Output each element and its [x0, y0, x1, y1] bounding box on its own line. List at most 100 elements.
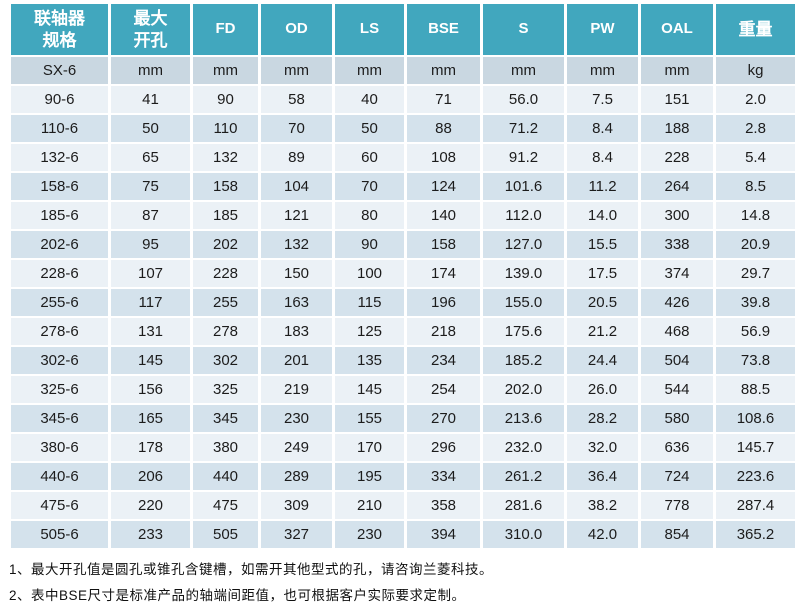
data-cell: 220	[111, 492, 190, 519]
data-cell: 255	[193, 289, 258, 316]
data-cell: 21.2	[567, 318, 638, 345]
data-cell: 281.6	[483, 492, 564, 519]
data-cell: 104	[261, 173, 332, 200]
data-cell: 71	[407, 86, 480, 113]
data-cell: 80	[335, 202, 404, 229]
data-cell: 70	[261, 115, 332, 142]
data-cell: 145	[335, 376, 404, 403]
data-cell: 88.5	[716, 376, 795, 403]
column-header-od: OD	[261, 4, 332, 55]
unit-cell: mm	[193, 57, 258, 84]
column-header-fd: FD	[193, 4, 258, 55]
data-cell: 300	[641, 202, 713, 229]
column-header-line: OAL	[661, 20, 693, 38]
data-cell: 158	[407, 231, 480, 258]
data-cell: 636	[641, 434, 713, 461]
table-row: 228-6 107 228 150 100 174 139.0 17.5 374 29.7	[11, 260, 795, 287]
column-header-bse: BSE	[407, 4, 480, 55]
data-cell: 325	[193, 376, 258, 403]
data-cell: 8.4	[567, 144, 638, 171]
data-cell: 107	[111, 260, 190, 287]
data-cell: 261.2	[483, 463, 564, 490]
unit-cell: kg	[716, 57, 795, 84]
data-cell: 475-6	[11, 492, 108, 519]
column-header-line: BSE	[428, 20, 459, 38]
data-cell: 14.0	[567, 202, 638, 229]
data-cell: 218	[407, 318, 480, 345]
data-cell: 71.2	[483, 115, 564, 142]
data-cell: 65	[111, 144, 190, 171]
column-header-oal: OAL	[641, 4, 713, 55]
data-cell: 345-6	[11, 405, 108, 432]
unit-cell: mm	[483, 57, 564, 84]
data-cell: 475	[193, 492, 258, 519]
unit-cell: mm	[567, 57, 638, 84]
table-row: 90-6 41 90 58 40 71 56.0 7.5 151 2.0	[11, 86, 795, 113]
table-row: 158-6 75 158 104 70 124 101.6 11.2 264 8.5	[11, 173, 795, 200]
data-cell: 185.2	[483, 347, 564, 374]
table-row: 380-6 178 380 249 170 296 232.0 32.0 636 145.7	[11, 434, 795, 461]
data-cell: 165	[111, 405, 190, 432]
data-cell: 158	[193, 173, 258, 200]
unit-row: SX-6 mm mm mm mm mm mm mm mm kg	[11, 57, 795, 84]
table-row: 345-6 165 345 230 155 270 213.6 28.2 580 108.6	[11, 405, 795, 432]
data-cell: 228	[193, 260, 258, 287]
data-cell: 310.0	[483, 521, 564, 548]
data-cell: 270	[407, 405, 480, 432]
table-row: 302-6 145 302 201 135 234 185.2 24.4 504 73.8	[11, 347, 795, 374]
data-cell: 202	[193, 231, 258, 258]
data-cell: 287.4	[716, 492, 795, 519]
data-cell: 15.5	[567, 231, 638, 258]
data-cell: 140	[407, 202, 480, 229]
data-cell: 115	[335, 289, 404, 316]
data-cell: 778	[641, 492, 713, 519]
data-cell: 202-6	[11, 231, 108, 258]
data-cell: 380-6	[11, 434, 108, 461]
data-cell: 185	[193, 202, 258, 229]
table-header: 联轴器 规格 最大 开孔 FD OD LS BSE S PW OAL 重量	[11, 4, 795, 55]
data-cell: 264	[641, 173, 713, 200]
data-cell: 145	[111, 347, 190, 374]
unit-cell: mm	[261, 57, 332, 84]
data-cell: 5.4	[716, 144, 795, 171]
data-cell: 91.2	[483, 144, 564, 171]
data-cell: 8.4	[567, 115, 638, 142]
data-cell: 101.6	[483, 173, 564, 200]
data-cell: 289	[261, 463, 332, 490]
data-cell: 580	[641, 405, 713, 432]
data-cell: 56.0	[483, 86, 564, 113]
data-cell: 20.9	[716, 231, 795, 258]
column-header-max-bore: 最大 开孔	[111, 4, 190, 55]
column-header-s: S	[483, 4, 564, 55]
table-row: 185-6 87 185 121 80 140 112.0 14.0 300 14.8	[11, 202, 795, 229]
column-header-ls: LS	[335, 4, 404, 55]
footnote-2: 2、表中BSE尺寸是标准产品的轴端间距值，也可根据客户实际要求定制。	[9, 588, 466, 603]
data-cell: 70	[335, 173, 404, 200]
data-cell: 73.8	[716, 347, 795, 374]
data-cell: 854	[641, 521, 713, 548]
data-cell: 150	[261, 260, 332, 287]
data-cell: 32.0	[567, 434, 638, 461]
data-cell: 374	[641, 260, 713, 287]
data-cell: 90-6	[11, 86, 108, 113]
data-cell: 210	[335, 492, 404, 519]
unit-cell: mm	[407, 57, 480, 84]
data-cell: 505-6	[11, 521, 108, 548]
data-cell: 334	[407, 463, 480, 490]
data-cell: 75	[111, 173, 190, 200]
table-row: 440-6 206 440 289 195 334 261.2 36.4 724 223.6	[11, 463, 795, 490]
unit-cell: mm	[641, 57, 713, 84]
data-cell: 7.5	[567, 86, 638, 113]
data-cell: 155.0	[483, 289, 564, 316]
data-cell: 125	[335, 318, 404, 345]
data-cell: 504	[641, 347, 713, 374]
data-cell: 121	[261, 202, 332, 229]
data-cell: 278	[193, 318, 258, 345]
column-header-line: 规格	[42, 30, 77, 50]
data-cell: 131	[111, 318, 190, 345]
table-row: 475-6 220 475 309 210 358 281.6 38.2 778 287.4	[11, 492, 795, 519]
data-cell: 135	[335, 347, 404, 374]
column-header-line: 最大	[133, 9, 168, 29]
data-cell: 228-6	[11, 260, 108, 287]
